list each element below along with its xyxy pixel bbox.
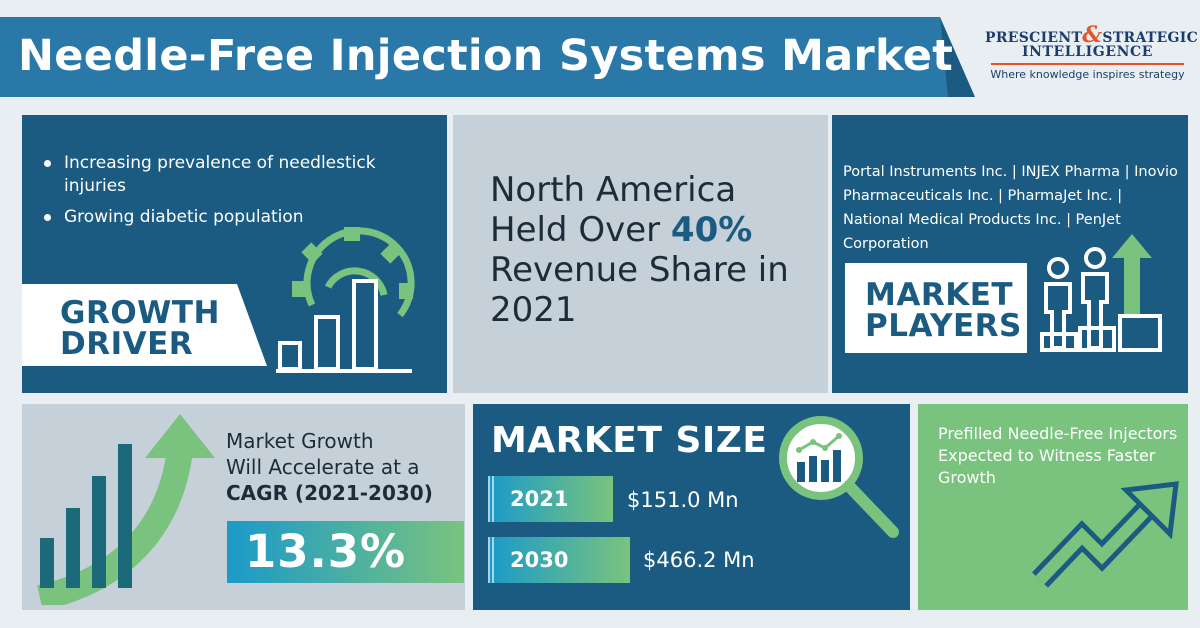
cagr-line3: CAGR (2021-2030)	[226, 481, 433, 505]
trend-up-arrow-icon	[1032, 481, 1179, 588]
company-logo: PRESCIENT&STRATEGIC INTELLIGENCE Where k…	[985, 22, 1198, 98]
market-players-label: MARKET PLAYERS	[845, 263, 1027, 353]
market-players-label-line1: MARKET	[865, 277, 1014, 313]
rising-bars-arrow-icon	[37, 414, 215, 605]
people-podium-icon	[1040, 234, 1162, 352]
gear-bar-chart-icon	[276, 227, 415, 373]
page-title: Needle-Free Injection Systems Market	[18, 31, 954, 81]
cagr-line1: Market Growth	[226, 429, 374, 453]
share-highlight: 40%	[670, 210, 753, 250]
growth-driver-list: Increasing prevalence of needlestick inj…	[40, 152, 430, 237]
logo-ampersand: &	[1082, 22, 1103, 48]
logo-word-strategic: STRATEGIC	[1102, 30, 1199, 46]
cagr-value: 13.3%	[227, 521, 464, 583]
logo-tagline: Where knowledge inspires strategy	[990, 68, 1185, 81]
regional-share-panel	[453, 115, 828, 393]
logo-word-prescient: PRESCIENT	[985, 30, 1083, 46]
cagr-text: Market Growth Will Accelerate at a CAGR …	[226, 428, 456, 506]
regional-share-text: North America Held Over 40% Revenue Shar…	[490, 170, 810, 330]
list-item: Growing diabetic population	[40, 206, 430, 229]
growth-driver-label-line1: GROWTH	[60, 295, 220, 331]
cagr-line2: Will Accelerate at a	[226, 455, 420, 479]
market-players-list: Portal Instruments Inc. | INJEX Pharma |…	[843, 164, 1178, 252]
growth-driver-label: GROWTH DRIVER	[22, 284, 267, 366]
title-banner-inner	[0, 17, 948, 97]
logo-rule	[991, 63, 1184, 65]
growth-driver-label-line2: DRIVER	[60, 326, 194, 362]
share-text-before: North America Held Over	[490, 170, 737, 250]
logo-word-intelligence: INTELLIGENCE	[1021, 44, 1154, 60]
market-players-label-line2: PLAYERS	[865, 308, 1022, 344]
share-text-after: Revenue Share in 2021	[490, 250, 789, 330]
market-size-value-2021: $151.0 Mn	[627, 488, 739, 512]
list-item: Increasing prevalence of needlestick inj…	[40, 152, 430, 198]
market-size-year-2021: 2021	[488, 476, 613, 522]
market-size-year-2030: 2030	[488, 537, 630, 583]
magnifier-chart-icon	[779, 416, 899, 538]
market-size-title: MARKET SIZE	[491, 420, 768, 461]
prefilled-text: Prefilled Needle-Free Injectors Expected…	[938, 424, 1178, 487]
market-size-value-2030: $466.2 Mn	[643, 548, 755, 572]
